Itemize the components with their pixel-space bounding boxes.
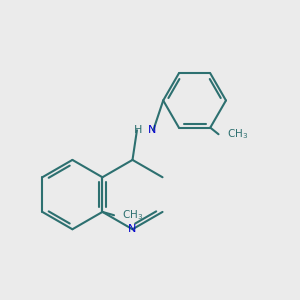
Text: N: N <box>148 124 157 134</box>
Text: CH$_3$: CH$_3$ <box>122 208 143 222</box>
Text: CH$_3$: CH$_3$ <box>227 127 248 141</box>
Text: N: N <box>128 224 137 234</box>
Text: H: H <box>134 124 142 134</box>
